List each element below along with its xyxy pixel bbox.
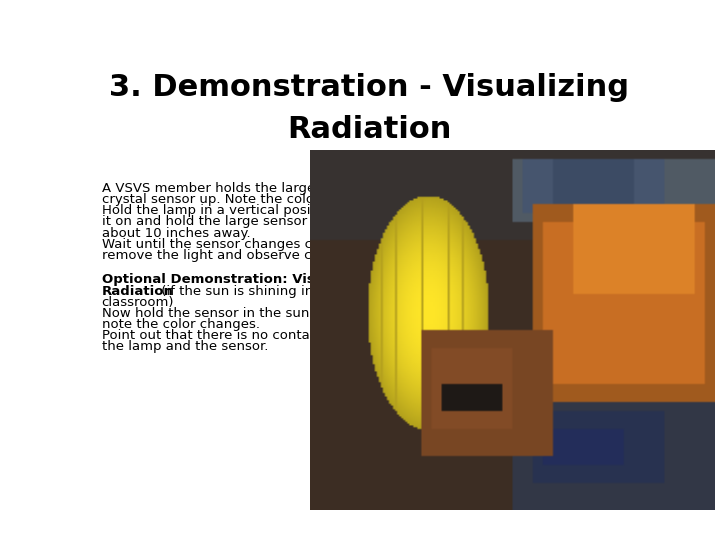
Text: classroom): classroom) (102, 296, 174, 309)
Text: remove the light and observe changes.: remove the light and observe changes. (102, 249, 364, 262)
Text: Optional Demonstration: Visualizing Sun: Optional Demonstration: Visualizing Sun (102, 273, 407, 286)
Text: Hold the lamp in a vertical position, turn: Hold the lamp in a vertical position, tu… (102, 204, 372, 217)
Text: (if the sun is shining into the: (if the sun is shining into the (157, 285, 353, 298)
Text: the lamp and the sensor.: the lamp and the sensor. (102, 340, 268, 353)
Text: it on and hold the large sensor vertically,: it on and hold the large sensor vertical… (102, 215, 377, 228)
Text: Radiation: Radiation (102, 285, 174, 298)
Text: 3. Demonstration - Visualizing
Radiation: 3. Demonstration - Visualizing Radiation (109, 72, 629, 144)
Text: Wait until the sensor changes color, then: Wait until the sensor changes color, the… (102, 238, 376, 251)
Text: Now hold the sensor in the sunlight and: Now hold the sensor in the sunlight and (102, 307, 368, 320)
Text: A VSVS member holds the large liquid: A VSVS member holds the large liquid (102, 182, 356, 195)
Text: Point out that there is no contact between: Point out that there is no contact betwe… (102, 329, 384, 342)
Text: about 10 inches away.: about 10 inches away. (102, 226, 251, 240)
Text: note the color changes.: note the color changes. (102, 318, 260, 331)
Text: crystal sensor up. Note the color.: crystal sensor up. Note the color. (102, 193, 322, 206)
